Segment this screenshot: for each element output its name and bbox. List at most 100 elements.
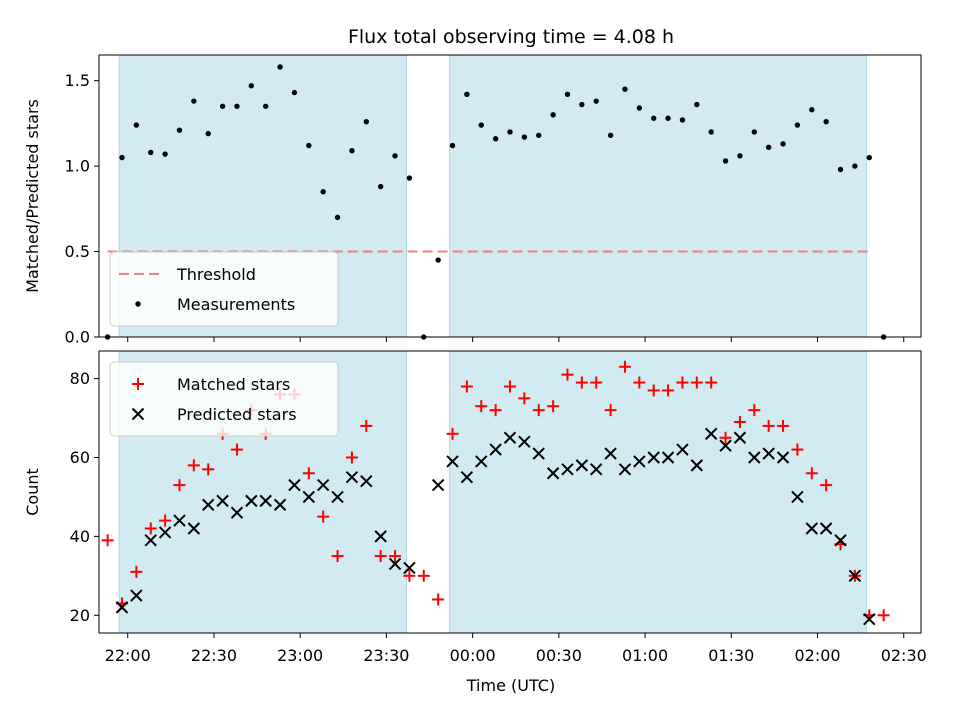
measurement-point — [306, 142, 312, 149]
count-panel: 20 40 60 80 22:00 22:30 23:00 23:30 00:00 00:30 01… — [23, 350, 927, 665]
predicted-point — [202, 498, 215, 512]
measurement-point — [751, 129, 758, 135]
measurement-point — [363, 118, 369, 125]
measurement-point — [521, 134, 528, 140]
predicted-point — [503, 431, 517, 444]
legend-label: Predicted stars — [177, 405, 297, 424]
predicted-point — [590, 463, 603, 476]
measurement-point — [809, 106, 815, 113]
measurement-point — [133, 122, 140, 128]
y-tick-label: 20 — [70, 606, 90, 625]
ratio-panel: 0.0 0.5 1.0 1.5 Matched/Predicted stars Thres… — [23, 54, 922, 347]
matched-point — [446, 427, 459, 440]
measurement-point — [607, 132, 614, 139]
matched-point — [805, 467, 818, 480]
predicted-point — [647, 451, 660, 464]
matched-point — [159, 514, 172, 527]
legend-label: Threshold — [176, 265, 256, 284]
x-tick-label: 02:30 — [881, 646, 927, 665]
y-tick-label: 1.0 — [65, 157, 90, 176]
predicted-point — [618, 463, 632, 476]
observing-window — [449, 350, 867, 634]
matched-point — [791, 443, 804, 456]
matched-point — [504, 380, 516, 393]
matched-point — [647, 384, 660, 397]
predicted-point — [288, 478, 301, 492]
y-tick-label: 1.5 — [65, 71, 90, 90]
matched-point — [604, 404, 617, 417]
legend-swatch — [132, 378, 144, 390]
y-axis-label: Matched/Predicted stars — [23, 99, 42, 293]
predicted-point — [604, 447, 617, 460]
matched-point — [302, 467, 315, 480]
matched-point — [230, 443, 243, 456]
predicted-point — [661, 451, 675, 464]
predicted-point — [388, 557, 402, 571]
predicted-point — [546, 467, 560, 480]
matched-point — [820, 479, 833, 492]
matched-point — [432, 593, 445, 606]
legend-label: Measurements — [177, 295, 295, 314]
matched-point — [202, 463, 215, 476]
measurement-point — [622, 86, 628, 92]
matched-point — [360, 419, 373, 432]
y-tick-label: 0.5 — [65, 242, 90, 261]
measurement-point — [651, 115, 657, 121]
legend-box — [109, 361, 339, 437]
predicted-point — [245, 494, 258, 508]
matched-point — [590, 376, 603, 389]
matched-point — [618, 360, 631, 373]
legend-swatch — [135, 301, 141, 307]
x-tick-label: 00:30 — [536, 646, 582, 665]
predicted-point — [834, 534, 847, 547]
predicted-point — [676, 443, 689, 456]
predicted-point — [819, 522, 833, 535]
predicted-point — [848, 569, 862, 583]
legend: Threshold Measurements — [109, 251, 339, 327]
predicted-point — [489, 443, 502, 456]
predicted-point — [230, 506, 244, 519]
predicted-point — [762, 447, 775, 460]
measurement-point — [392, 153, 398, 159]
matched-point — [690, 376, 703, 389]
x-tick-label: 22:30 — [191, 646, 237, 665]
predicted-point — [130, 589, 143, 602]
measurement-point — [176, 127, 183, 133]
matched-point — [460, 380, 473, 393]
measurement-point — [780, 141, 786, 147]
measurement-point — [794, 122, 801, 128]
y-axis-label: Count — [23, 468, 42, 516]
y-tick-label: 0.0 — [65, 328, 90, 347]
x-tick-label: 00:00 — [450, 646, 496, 665]
measurement-point — [248, 83, 255, 89]
measurement-point — [406, 175, 413, 181]
predicted-point — [345, 471, 359, 484]
matched-point — [187, 459, 200, 472]
predicted-point — [805, 522, 818, 535]
chart-title: Flux total observing time = 4.08 h — [348, 26, 674, 48]
x-tick-label: 22:00 — [105, 646, 151, 665]
x-tick-label: 23:00 — [277, 646, 323, 665]
measurement-point — [162, 151, 168, 157]
measurement-point — [205, 130, 211, 137]
predicted-point — [187, 522, 201, 535]
axes-frame — [98, 54, 922, 338]
matched-point — [475, 400, 488, 413]
predicted-point — [259, 494, 272, 508]
predicted-point — [158, 526, 172, 539]
matched-point — [575, 376, 588, 389]
predicted-point — [403, 561, 416, 575]
axes-frame — [98, 350, 922, 634]
matched-point — [547, 400, 560, 413]
measurement-point — [564, 91, 571, 98]
measurement-point — [148, 149, 154, 156]
y-tick-label: 80 — [70, 369, 90, 388]
measurement-point — [708, 129, 714, 135]
measurement-point — [478, 122, 484, 128]
predicted-point — [690, 459, 704, 472]
predicted-point — [518, 435, 531, 448]
x-tick-label: 02:00 — [794, 646, 840, 665]
marker-layer — [104, 64, 887, 340]
matched-point — [518, 392, 531, 405]
